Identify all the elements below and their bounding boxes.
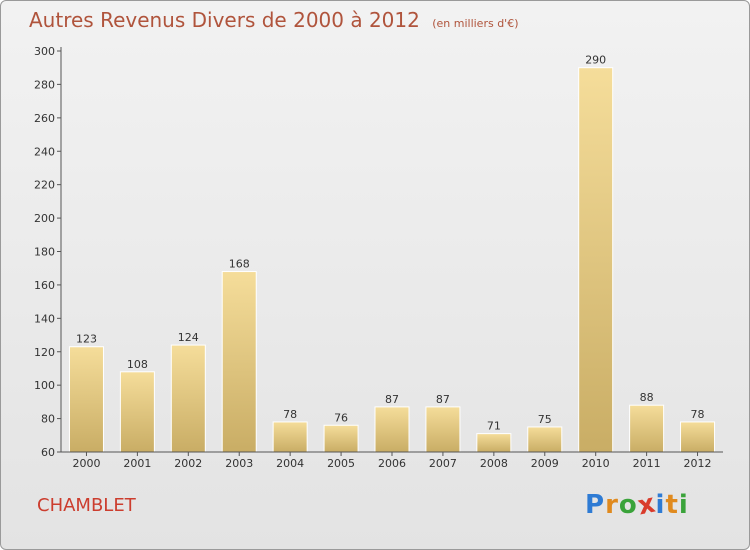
bar [680, 421, 716, 453]
x-tick-label: 2011 [633, 457, 661, 470]
x-tick-label: 2007 [429, 457, 457, 470]
x-tick-label: 2006 [378, 457, 406, 470]
x-tick-label: 2010 [582, 457, 610, 470]
chart-title-text: Autres Revenus Divers de 2000 à 2012 [29, 8, 420, 32]
logo-letter: i [655, 490, 666, 520]
bar-value-label: 108 [127, 358, 148, 371]
y-tick-label: 80 [41, 413, 55, 426]
bar [476, 433, 512, 453]
bar-value-label: 75 [538, 413, 552, 426]
y-tick-label: 180 [34, 246, 55, 259]
bar-value-label: 78 [283, 408, 297, 421]
bar-value-label: 124 [178, 331, 199, 344]
bar-value-label: 123 [76, 333, 97, 346]
chart-unit: (en milliers d'€) [432, 17, 519, 30]
y-tick-label: 300 [34, 45, 55, 58]
bar-value-label: 87 [385, 393, 399, 406]
bar-value-label: 76 [334, 411, 348, 424]
x-tick-label: 2002 [174, 457, 202, 470]
x-tick-label: 2005 [327, 457, 355, 470]
y-tick-label: 120 [34, 346, 55, 359]
y-tick-label: 200 [34, 212, 55, 225]
logo-letter: i [678, 490, 689, 520]
bar [578, 67, 614, 453]
y-tick-label: 240 [34, 145, 55, 158]
bar [629, 404, 665, 453]
y-tick-label: 60 [41, 446, 55, 459]
y-tick-label: 260 [34, 112, 55, 125]
commune-name: CHAMBLET [37, 495, 136, 516]
bar-value-label: 78 [691, 408, 705, 421]
logo-letter: t [665, 490, 679, 520]
x-tick-label: 2008 [480, 457, 508, 470]
x-tick-label: 2009 [531, 457, 559, 470]
y-tick-label: 160 [34, 279, 55, 292]
y-tick-label: 280 [34, 78, 55, 91]
bar-value-label: 290 [585, 54, 606, 67]
bar [170, 344, 206, 453]
bar [272, 421, 308, 453]
y-tick-label: 140 [34, 312, 55, 325]
bar-value-label: 88 [640, 391, 654, 404]
y-tick-label: 100 [34, 379, 55, 392]
x-tick-label: 2003 [225, 457, 253, 470]
logo-letter: r [605, 490, 619, 520]
bar [425, 406, 461, 453]
chart-title: Autres Revenus Divers de 2000 à 2012 (en… [29, 8, 519, 32]
x-tick-label: 2004 [276, 457, 304, 470]
x-tick-label: 2012 [684, 457, 712, 470]
logo-letter: o [618, 490, 638, 520]
proxiti-logo[interactable]: Proxiti [585, 488, 689, 521]
x-tick-label: 2001 [123, 457, 151, 470]
bar-value-label: 87 [436, 393, 450, 406]
bar [374, 406, 410, 453]
bar-value-label: 71 [487, 420, 501, 433]
bar-value-label: 168 [229, 258, 250, 271]
y-tick-label: 220 [34, 179, 55, 192]
x-tick-label: 2000 [72, 457, 100, 470]
bar [323, 424, 359, 453]
bar [119, 371, 155, 453]
bar [221, 271, 257, 453]
logo-letter: P [585, 490, 606, 520]
bar [527, 426, 563, 453]
bar [68, 346, 104, 453]
